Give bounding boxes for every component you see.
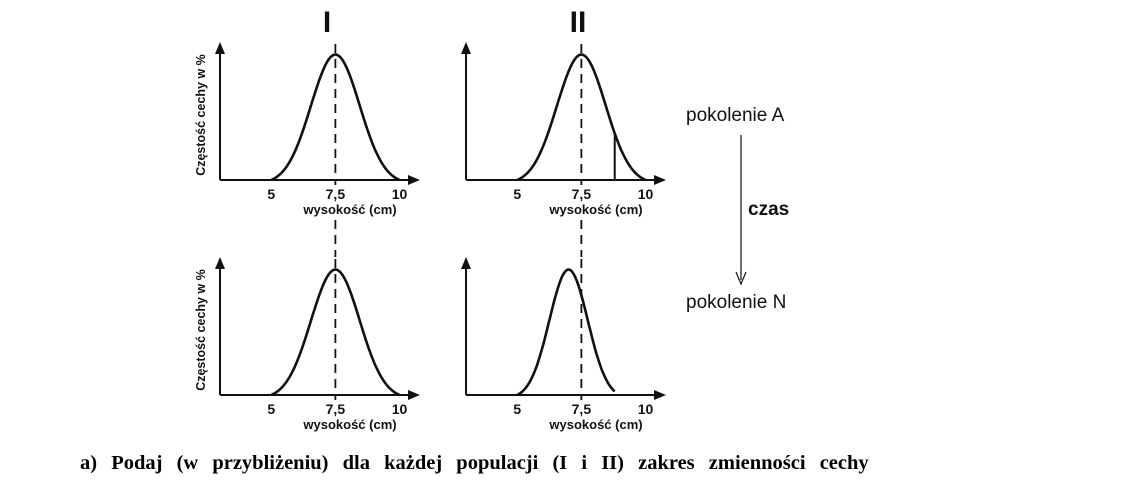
y-axis-arrow-icon <box>461 42 471 54</box>
x-axis-label: wysokość (cm) <box>548 417 642 432</box>
x-axis-arrow-icon <box>654 390 666 400</box>
x-axis-label: wysokość (cm) <box>302 202 396 217</box>
x-axis-arrow-icon <box>408 390 420 400</box>
x-tick-label: 5 <box>513 186 521 202</box>
y-axis-label: Częstość cechy w % <box>194 269 208 391</box>
distribution-curve <box>516 268 616 397</box>
x-tick-label: 7,5 <box>572 186 592 202</box>
distribution-curve <box>270 53 401 182</box>
x-tick-label: 5 <box>267 186 275 202</box>
x-tick-label: 7,5 <box>572 401 592 417</box>
column-header-1: I <box>323 6 331 39</box>
distribution-curve <box>516 53 647 182</box>
column-header-2: II <box>570 6 587 39</box>
x-tick-label: 7,5 <box>326 186 346 202</box>
x-tick-label: 10 <box>638 186 654 202</box>
label-time: czas <box>748 199 790 220</box>
x-axis-label: wysokość (cm) <box>548 202 642 217</box>
x-tick-label: 5 <box>267 401 275 417</box>
label-generation-a: pokolenie A <box>686 105 785 126</box>
label-generation-n: pokolenie N <box>686 292 787 313</box>
x-tick-label: 5 <box>513 401 521 417</box>
x-axis-label: wysokość (cm) <box>302 417 396 432</box>
y-axis-arrow-icon <box>461 257 471 269</box>
x-tick-label: 10 <box>392 401 408 417</box>
question-text: a) Podaj (w przybliżeniu) dla każdej pop… <box>80 452 869 474</box>
distribution-curve <box>270 268 401 397</box>
y-axis-label: Częstość cechy w % <box>194 54 208 176</box>
time-arrow <box>735 135 747 286</box>
x-tick-label: 7,5 <box>326 401 346 417</box>
time-arrow-head-icon <box>735 271 747 286</box>
x-axis-arrow-icon <box>408 175 420 185</box>
y-axis-arrow-icon <box>215 257 225 269</box>
x-tick-label: 10 <box>392 186 408 202</box>
x-axis-arrow-icon <box>654 175 666 185</box>
x-tick-label: 10 <box>638 401 654 417</box>
column-headers: I II <box>323 6 587 39</box>
y-axis-arrow-icon <box>215 42 225 54</box>
